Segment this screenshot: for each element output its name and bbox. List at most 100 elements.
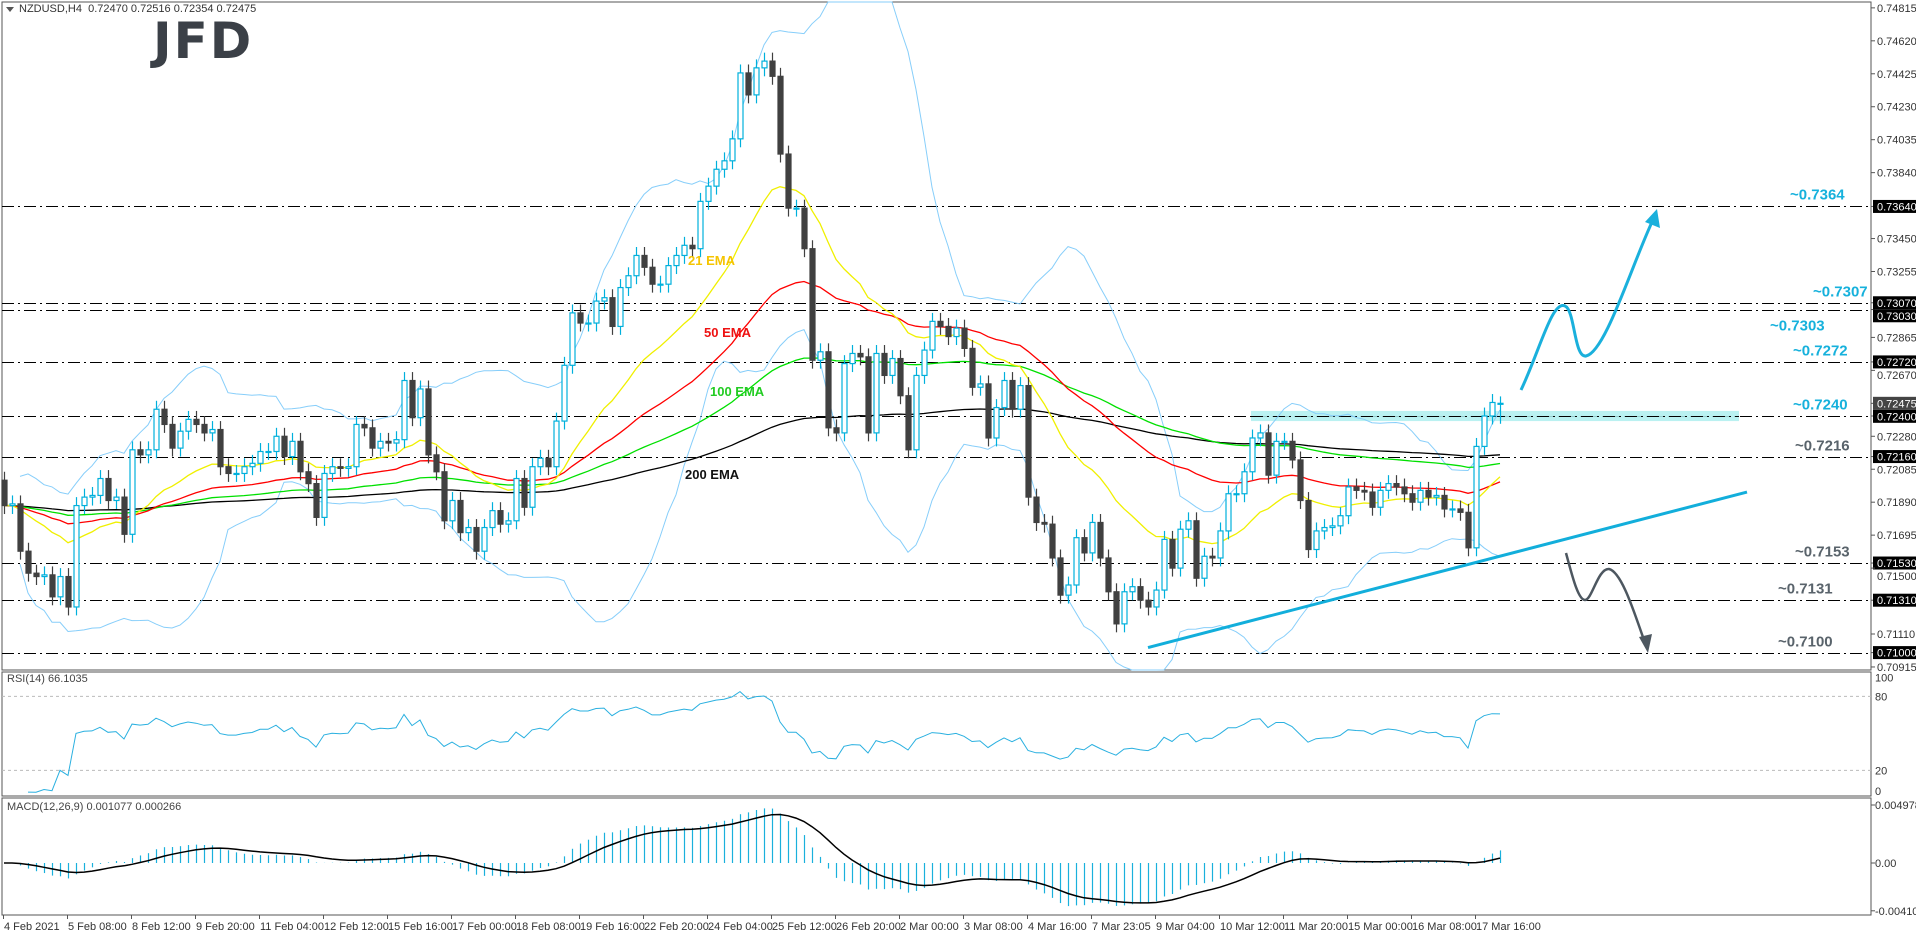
candle xyxy=(665,257,672,293)
candle-body xyxy=(145,449,152,456)
candle-body xyxy=(1289,440,1296,461)
candle xyxy=(489,502,496,536)
candle xyxy=(273,427,280,460)
candle xyxy=(1025,377,1032,506)
candle xyxy=(537,449,544,476)
candle-body xyxy=(1241,471,1248,495)
candle-body xyxy=(1329,525,1336,529)
candle-body xyxy=(657,283,664,286)
price-tick-label: 0.72085 xyxy=(1877,465,1916,477)
candle-body xyxy=(617,286,624,328)
candle-body xyxy=(297,440,304,473)
candle-body xyxy=(433,454,440,473)
time-label: 3 Mar 08:00 xyxy=(964,921,1023,933)
jfd-logo: JFD xyxy=(153,12,254,70)
candle-body xyxy=(769,60,776,77)
candle-body xyxy=(193,418,200,426)
candle-body xyxy=(801,207,808,250)
rsi-panel-frame xyxy=(1,671,1872,797)
candle xyxy=(729,130,736,170)
candle-body xyxy=(1025,384,1032,498)
level-label: ~0.7216 xyxy=(1795,438,1850,455)
candle xyxy=(97,470,104,504)
candle-body xyxy=(465,526,472,534)
bullish-arrowhead-icon xyxy=(1645,209,1660,228)
candle xyxy=(1281,432,1288,450)
candle xyxy=(121,488,128,543)
candle-body xyxy=(1409,493,1416,503)
dropdown-triangle-icon[interactable] xyxy=(6,6,14,12)
candle-body xyxy=(729,138,736,162)
candle xyxy=(65,568,72,616)
candle xyxy=(409,372,416,427)
candle xyxy=(1353,478,1360,499)
candle-body xyxy=(1113,591,1120,625)
candle-body xyxy=(337,466,344,469)
candle xyxy=(1313,522,1320,558)
candle xyxy=(1377,481,1384,516)
candle-body xyxy=(921,349,928,377)
candle xyxy=(1121,583,1128,633)
level-label: ~0.7364 xyxy=(1790,187,1845,204)
price-tick-label: 0.71500 xyxy=(1877,571,1916,583)
candle-body xyxy=(833,427,840,434)
candle-body xyxy=(1105,557,1112,593)
candle xyxy=(1209,547,1216,567)
price-tick-label: 0.73030 xyxy=(1877,311,1916,323)
macd-axis-label: 0.00 xyxy=(1875,858,1896,870)
rsi-line xyxy=(27,690,1501,793)
candle-body xyxy=(305,471,312,485)
candle-body xyxy=(1361,489,1368,493)
candle-body xyxy=(185,418,192,432)
candle xyxy=(817,343,824,369)
candle-body xyxy=(1185,520,1192,530)
price-highlight-box xyxy=(1873,355,1916,369)
candle xyxy=(153,400,160,459)
candle xyxy=(793,199,800,217)
candle-body xyxy=(225,466,232,475)
candle-body xyxy=(537,457,544,468)
candle xyxy=(969,339,976,396)
candle-body xyxy=(1449,508,1456,511)
candle xyxy=(1145,591,1152,616)
candle-body xyxy=(345,466,352,469)
price-tick-label: 0.71310 xyxy=(1877,595,1916,607)
candle-body xyxy=(281,435,288,458)
time-label: 15 Feb 16:00 xyxy=(388,921,453,933)
candle xyxy=(1417,481,1424,511)
candle xyxy=(777,67,784,163)
chart-header: NZDUSD,H4 0.72470 0.72516 0.72354 0.7247… xyxy=(6,3,256,15)
price-highlight-box xyxy=(1873,409,1916,423)
candle-body xyxy=(1497,402,1504,405)
candle-body xyxy=(969,347,976,388)
candle xyxy=(1217,522,1224,567)
candle-body xyxy=(809,248,816,361)
candle xyxy=(953,319,960,346)
price-tick-label: 0.74425 xyxy=(1877,69,1916,81)
candle xyxy=(857,345,864,366)
candle-body xyxy=(1473,445,1480,549)
candle-body xyxy=(553,420,560,468)
candle-body xyxy=(913,374,920,451)
price-highlight-box xyxy=(1873,396,1916,410)
candle xyxy=(497,502,504,533)
candle-body xyxy=(1049,523,1056,559)
rsi-axis-label: 0 xyxy=(1875,786,1881,798)
candle-body xyxy=(97,477,104,497)
candle-body xyxy=(1177,528,1184,569)
candle-body xyxy=(1001,379,1008,409)
candle xyxy=(345,458,352,477)
candle xyxy=(1105,549,1112,601)
candle xyxy=(1153,581,1160,616)
price-tick-label: 0.71695 xyxy=(1877,530,1916,542)
candle-body xyxy=(1385,483,1392,491)
candle-body xyxy=(1145,599,1152,608)
macd-axis-label: 0.004978 xyxy=(1875,800,1916,812)
candle xyxy=(137,441,144,464)
candle xyxy=(1393,475,1400,496)
candle xyxy=(697,192,704,258)
macd-panel-frame xyxy=(1,797,1872,916)
price-tick-label: 0.72475 xyxy=(1877,398,1916,410)
candle xyxy=(1,471,8,515)
